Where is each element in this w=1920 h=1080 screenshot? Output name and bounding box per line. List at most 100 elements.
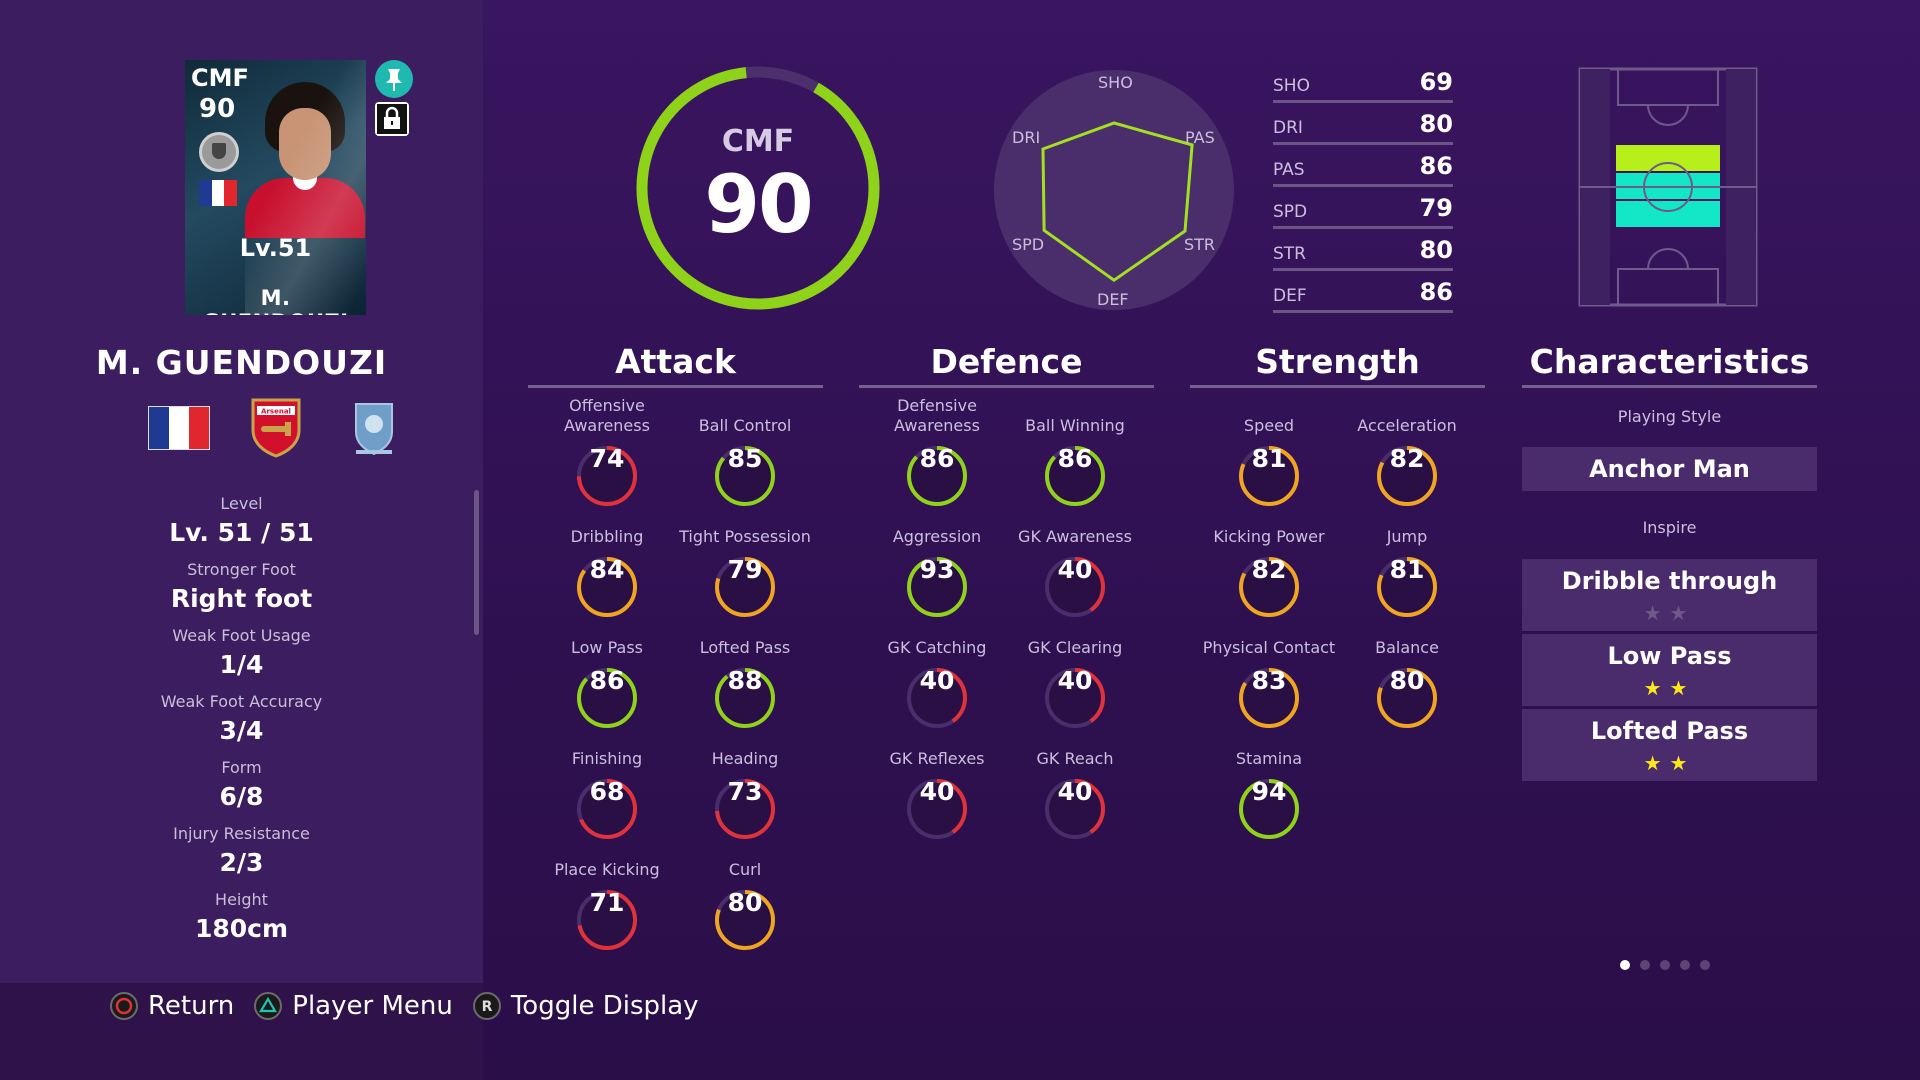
svg-text:Arsenal: Arsenal xyxy=(261,408,291,416)
stat-stamina[interactable]: Stamina 94 xyxy=(1199,725,1339,839)
stat-value: 88 xyxy=(727,666,763,695)
page-dot[interactable] xyxy=(1620,960,1630,970)
stat-tight-possession[interactable]: Tight Possession 79 xyxy=(675,503,815,617)
skill-name: Dribble through xyxy=(1561,567,1778,595)
stat-ring xyxy=(577,779,637,839)
stat-label: Tight Possession xyxy=(679,527,811,546)
stat-gk-reflexes[interactable]: GK Reflexes 40 xyxy=(867,725,1007,839)
summary-row-pas: PAS 86 xyxy=(1273,152,1453,192)
stat-value: 86 xyxy=(919,444,955,473)
stat-jump[interactable]: Jump 81 xyxy=(1337,503,1477,617)
card-player-name: M. GUENDOUZI xyxy=(202,286,348,315)
stat-kicking-power[interactable]: Kicking Power 82 xyxy=(1199,503,1339,617)
stronger-foot-label: Stronger Foot xyxy=(187,560,296,579)
stat-value: 40 xyxy=(1057,555,1093,584)
weak-foot-accuracy-label: Weak Foot Accuracy xyxy=(160,692,323,711)
page-dot[interactable] xyxy=(1680,960,1690,970)
stat-label: Heading xyxy=(711,749,779,768)
radar-chart xyxy=(994,70,1234,310)
stat-ring xyxy=(1045,779,1105,839)
page-dot[interactable] xyxy=(1660,960,1670,970)
skill-card-lofted-pass[interactable]: Lofted Pass ★★ xyxy=(1522,709,1817,781)
stat-label: Speed xyxy=(1243,416,1295,435)
stat-ring xyxy=(1377,668,1437,728)
stat-heading[interactable]: Heading 73 xyxy=(675,725,815,839)
height-value: 180cm xyxy=(194,914,289,943)
stat-value: 85 xyxy=(727,444,763,473)
stat-label: Kicking Power xyxy=(1213,527,1325,546)
stat-value: 80 xyxy=(1389,666,1425,695)
stat-ring xyxy=(715,668,775,728)
stat-value: 83 xyxy=(1251,666,1287,695)
nation-flag-icon xyxy=(148,406,210,450)
skill-name: Low Pass xyxy=(1607,642,1732,670)
stat-ring-fill xyxy=(907,779,967,839)
playing-style-box[interactable]: Anchor Man xyxy=(1522,447,1817,491)
stat-curl[interactable]: Curl 80 xyxy=(675,836,815,950)
skill-card-dribble-through[interactable]: Dribble through ★★ xyxy=(1522,559,1817,631)
stat-ring-fill xyxy=(1045,779,1105,839)
stat-ring-fill xyxy=(1377,557,1437,617)
stat-gk-awareness[interactable]: GK Awareness 40 xyxy=(1005,503,1145,617)
stat-value: 40 xyxy=(1057,666,1093,695)
summary-row-sho: SHO 69 xyxy=(1273,68,1453,108)
stat-acceleration[interactable]: Acceleration 82 xyxy=(1337,392,1477,506)
stat-ring-fill xyxy=(577,446,637,506)
stat-ring xyxy=(1239,668,1299,728)
stat-ring-fill xyxy=(577,890,637,950)
stat-ball-control[interactable]: Ball Control 85 xyxy=(675,392,815,506)
stat-ball-winning[interactable]: Ball Winning 86 xyxy=(1005,392,1145,506)
stat-defensive-awareness[interactable]: Defensive Awareness 86 xyxy=(867,392,1007,506)
player-menu-control[interactable]: Player Menu xyxy=(254,991,453,1021)
overall-gauge-fill xyxy=(636,66,880,310)
section-title-strength: Strength xyxy=(1255,342,1420,381)
stat-gk-catching[interactable]: GK Catching 40 xyxy=(867,614,1007,728)
stat-label: Jump xyxy=(1386,527,1428,546)
toggle-display-control[interactable]: R Toggle Display xyxy=(472,991,699,1021)
skill-card-low-pass[interactable]: Low Pass ★★ xyxy=(1522,634,1817,706)
section-divider xyxy=(1190,385,1485,388)
pitch-zone-primary xyxy=(1616,145,1720,171)
info-scrollbar[interactable] xyxy=(474,490,479,635)
stat-gk-reach[interactable]: GK Reach 40 xyxy=(1005,725,1145,839)
stat-ring xyxy=(907,557,967,617)
stat-label: GK Catching xyxy=(887,638,987,657)
page-indicator[interactable] xyxy=(1620,960,1710,970)
card-badge-icon xyxy=(199,132,239,172)
stat-ring xyxy=(715,890,775,950)
stat-dribbling[interactable]: Dribbling 84 xyxy=(537,503,677,617)
radar-label-dri: DRI xyxy=(1012,128,1041,147)
stat-gk-clearing[interactable]: GK Clearing 40 xyxy=(1005,614,1145,728)
stat-ring-fill xyxy=(1239,668,1299,728)
section-divider xyxy=(528,385,823,388)
lock-icon[interactable] xyxy=(375,102,409,136)
stat-label: Lofted Pass xyxy=(699,638,791,657)
stat-value: 82 xyxy=(1389,444,1425,473)
stat-balance[interactable]: Balance 80 xyxy=(1337,614,1477,728)
pin-icon[interactable] xyxy=(375,60,413,98)
stat-ring xyxy=(1377,557,1437,617)
weak-foot-accuracy-value: 3/4 xyxy=(219,716,264,745)
page-dot[interactable] xyxy=(1700,960,1710,970)
stat-value: 73 xyxy=(727,777,763,806)
stat-ring xyxy=(1377,446,1437,506)
stat-label: Aggression xyxy=(892,527,982,546)
player-card[interactable]: CMF 90 Lv.51 M. GUENDOUZI xyxy=(185,60,366,315)
level-value: Lv. 51 / 51 xyxy=(169,518,314,547)
stat-aggression[interactable]: Aggression 93 xyxy=(867,503,1007,617)
return-control[interactable]: Return xyxy=(110,991,234,1021)
stat-label: Acceleration xyxy=(1357,416,1457,435)
stat-label: Low Pass xyxy=(571,638,643,657)
toggle-display-label: Toggle Display xyxy=(510,991,699,1021)
overall-rating: 90 xyxy=(704,158,813,251)
stat-speed[interactable]: Speed 81 xyxy=(1199,392,1339,506)
stat-ring xyxy=(1045,668,1105,728)
stat-finishing[interactable]: Finishing 68 xyxy=(537,725,677,839)
stat-low-pass[interactable]: Low Pass 86 xyxy=(537,614,677,728)
stat-lofted-pass[interactable]: Lofted Pass 88 xyxy=(675,614,815,728)
stat-place-kicking[interactable]: Place Kicking 71 xyxy=(537,836,677,950)
stat-ring-fill xyxy=(1239,779,1299,839)
stat-physical-contact[interactable]: Physical Contact 83 xyxy=(1199,614,1339,728)
page-dot[interactable] xyxy=(1640,960,1650,970)
stat-offensive-awareness[interactable]: Offensive Awareness 74 xyxy=(537,392,677,506)
